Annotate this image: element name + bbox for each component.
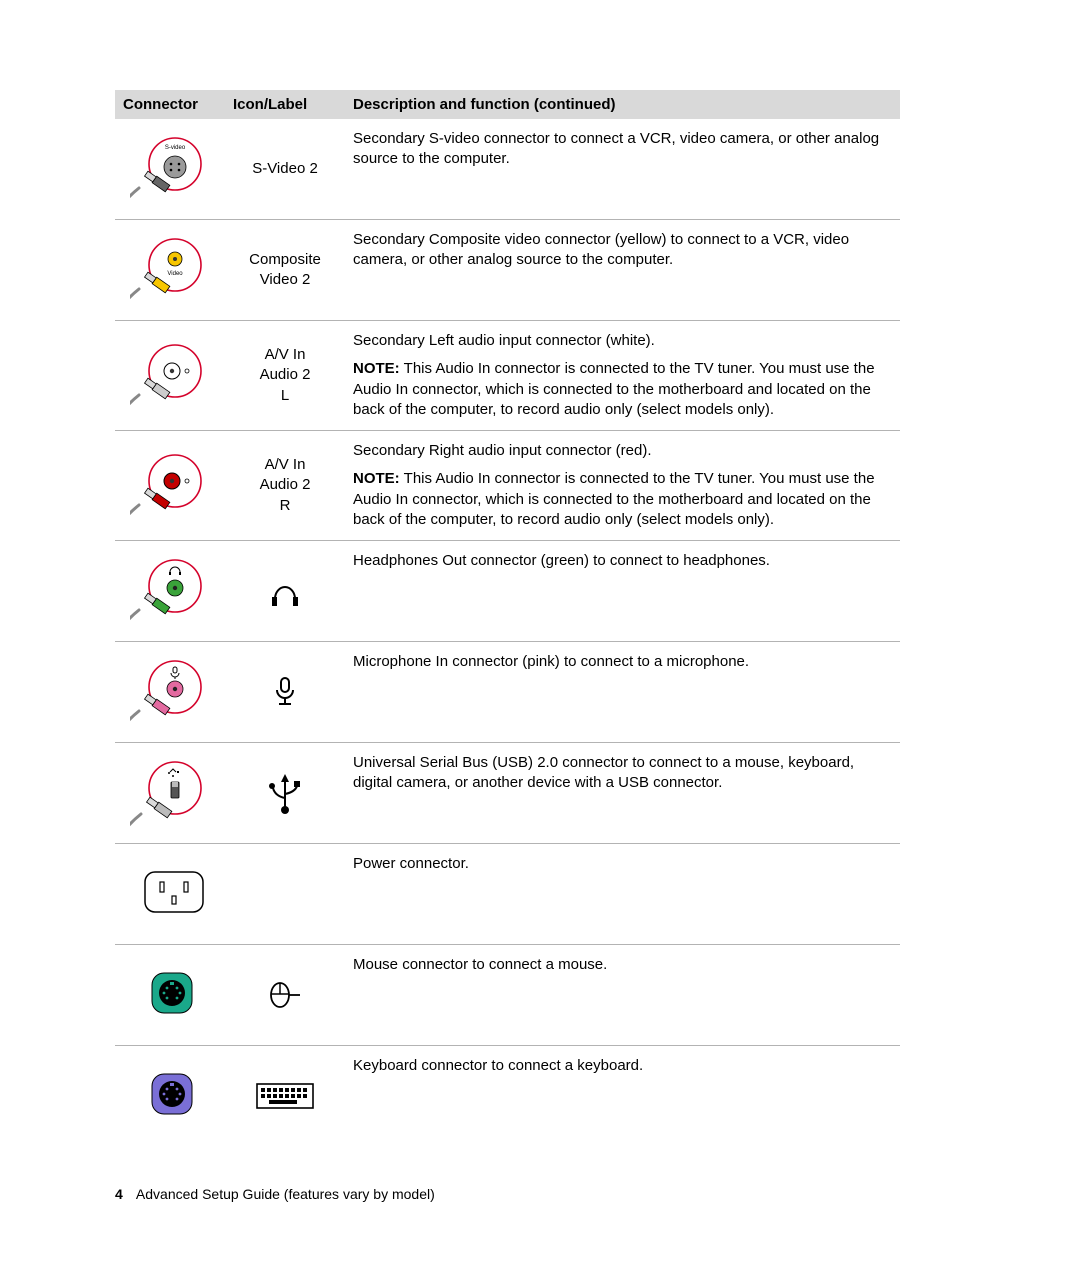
label-cell: CompositeVideo 2	[225, 220, 345, 321]
connector-icon-cell	[115, 945, 225, 1046]
description-text: Universal Serial Bus (USB) 2.0 connector…	[353, 753, 892, 794]
connector-icon-cell	[115, 321, 225, 431]
svideo-icon: S-video	[123, 129, 217, 209]
usb_symbol-icon	[233, 768, 337, 818]
description-cell: Power connector.	[345, 844, 900, 945]
connector-label: S-Video 2	[233, 159, 337, 179]
composite-icon: Video	[123, 230, 217, 310]
connector-icon-cell	[115, 743, 225, 844]
header-connector: Connector	[115, 90, 225, 119]
description-text: Secondary Left audio input connector (wh…	[353, 331, 892, 351]
keyboard_symbol-icon	[233, 1080, 337, 1112]
description-text: Power connector.	[353, 854, 892, 874]
connector-label: A/V InAudio 2L	[233, 345, 337, 406]
header-icon-label: Icon/Label	[225, 90, 345, 119]
description-text: Keyboard connector to connect a keyboard…	[353, 1056, 892, 1076]
microphone-icon	[233, 672, 337, 712]
description-cell: Microphone In connector (pink) to connec…	[345, 642, 900, 743]
label-cell	[225, 743, 345, 844]
mouse_symbol-icon	[233, 980, 337, 1010]
description-cell: Secondary Composite video connector (yel…	[345, 220, 900, 321]
note-body: This Audio In connector is connected to …	[353, 360, 875, 418]
usb-icon	[123, 753, 217, 833]
table-row: S-video S-Video 2 Secondary S-video connec…	[115, 119, 900, 220]
footer-text: Advanced Setup Guide (features vary by m…	[136, 1186, 435, 1202]
label-cell: A/V InAudio 2R	[225, 431, 345, 541]
power-icon	[123, 854, 217, 934]
label-cell	[225, 844, 345, 945]
svg-text:Video: Video	[167, 271, 183, 277]
page-footer: 4 Advanced Setup Guide (features vary by…	[115, 1186, 900, 1202]
description-cell: Headphones Out connector (green) to conn…	[345, 541, 900, 642]
label-cell	[225, 1046, 345, 1147]
svg-text:S-video: S-video	[165, 145, 186, 151]
connector-label: A/V InAudio 2R	[233, 455, 337, 516]
description-text: Secondary Composite video connector (yel…	[353, 230, 892, 271]
connector-label: CompositeVideo 2	[233, 250, 337, 291]
description-text: Headphones Out connector (green) to conn…	[353, 551, 892, 571]
note-text: NOTE:This Audio In connector is connecte…	[353, 469, 892, 530]
headphones-icon	[233, 571, 337, 611]
label-cell	[225, 945, 345, 1046]
connector-table: Connector Icon/Label Description and fun…	[115, 90, 900, 1146]
label-cell	[225, 642, 345, 743]
table-row: Power connector.	[115, 844, 900, 945]
table-row: Microphone In connector (pink) to connec…	[115, 642, 900, 743]
table-header-row: Connector Icon/Label Description and fun…	[115, 90, 900, 119]
description-cell: Secondary Left audio input connector (wh…	[345, 321, 900, 431]
connector-icon-cell: S-video	[115, 119, 225, 220]
table-row: A/V InAudio 2R Secondary Right audio inpu…	[115, 431, 900, 541]
label-cell: A/V InAudio 2L	[225, 321, 345, 431]
connector-icon-cell	[115, 541, 225, 642]
description-text: Secondary Right audio input connector (r…	[353, 441, 892, 461]
header-description: Description and function (continued)	[345, 90, 900, 119]
description-cell: Mouse connector to connect a mouse.	[345, 945, 900, 1046]
description-cell: Secondary Right audio input connector (r…	[345, 431, 900, 541]
ps2_keyboard-icon	[123, 1056, 217, 1136]
mic_jack-icon	[123, 652, 217, 732]
note-label: NOTE:	[353, 470, 400, 487]
label-cell	[225, 541, 345, 642]
table-row: Universal Serial Bus (USB) 2.0 connector…	[115, 743, 900, 844]
description-cell: Secondary S-video connector to connect a…	[345, 119, 900, 220]
note-body: This Audio In connector is connected to …	[353, 470, 875, 528]
page-number: 4	[115, 1186, 123, 1202]
description-cell: Keyboard connector to connect a keyboard…	[345, 1046, 900, 1147]
connector-icon-cell	[115, 1046, 225, 1147]
table-row: Keyboard connector to connect a keyboard…	[115, 1046, 900, 1147]
table-row: Mouse connector to connect a mouse.	[115, 945, 900, 1046]
description-text: Secondary S-video connector to connect a…	[353, 129, 892, 170]
headphone_jack-icon	[123, 551, 217, 631]
audio_white-icon	[123, 336, 217, 416]
table-row: Video CompositeVideo 2 Secondary Composite…	[115, 220, 900, 321]
description-text: Mouse connector to connect a mouse.	[353, 955, 892, 975]
description-cell: Universal Serial Bus (USB) 2.0 connector…	[345, 743, 900, 844]
label-cell: S-Video 2	[225, 119, 345, 220]
audio_red-icon	[123, 446, 217, 526]
ps2_mouse-icon	[123, 955, 217, 1035]
table-row: Headphones Out connector (green) to conn…	[115, 541, 900, 642]
document-page: Connector Icon/Label Description and fun…	[0, 0, 1080, 1262]
note-label: NOTE:	[353, 360, 400, 377]
description-text: Microphone In connector (pink) to connec…	[353, 652, 892, 672]
connector-icon-cell	[115, 844, 225, 945]
table-row: A/V InAudio 2L Secondary Left audio input…	[115, 321, 900, 431]
connector-icon-cell	[115, 431, 225, 541]
connector-icon-cell	[115, 642, 225, 743]
connector-icon-cell: Video	[115, 220, 225, 321]
note-text: NOTE:This Audio In connector is connecte…	[353, 359, 892, 420]
